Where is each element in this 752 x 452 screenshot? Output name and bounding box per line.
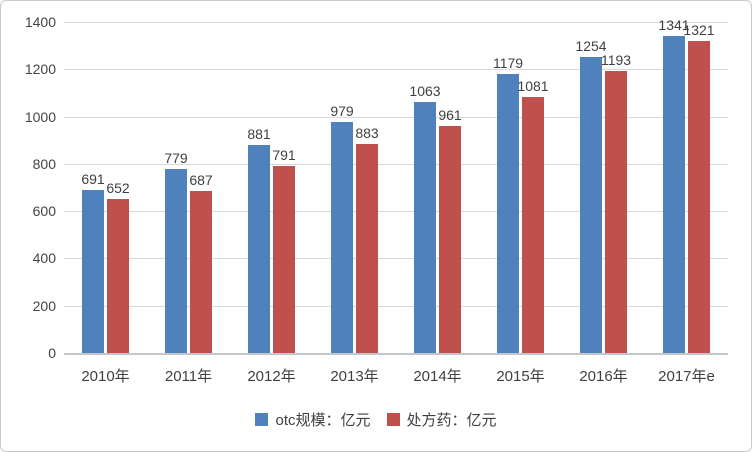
x-tick-label-2016年: 2016年 xyxy=(579,368,628,385)
legend-swatch-icon xyxy=(386,413,400,426)
bar-column: 961 xyxy=(438,106,462,353)
data-label: 961 xyxy=(438,106,462,123)
bar-column: 779 xyxy=(164,149,188,353)
data-label: 1193 xyxy=(600,51,632,68)
y-tick-label-0: 0 xyxy=(48,345,56,361)
bar-otc-2010年 xyxy=(82,189,104,353)
bar-column: 1063 xyxy=(409,83,441,353)
bar-group-2010年: 691 652 xyxy=(64,22,147,353)
legend-entry-rx: 处方药：亿元 xyxy=(386,409,497,430)
data-label: 979 xyxy=(330,102,354,119)
bar-otc-2017年e xyxy=(663,35,685,353)
bar-column: 1321 xyxy=(683,22,715,353)
data-label: 1341 xyxy=(658,16,690,33)
bar-rx-2011年 xyxy=(190,190,212,353)
bar-rx-2016年 xyxy=(605,70,627,353)
legend-label: otc规模：亿元 xyxy=(275,412,371,429)
bar-otc-2011年 xyxy=(165,168,187,353)
y-tick-label-1000: 1000 xyxy=(24,109,56,125)
bar-column: 691 xyxy=(81,170,105,353)
data-label: 1179 xyxy=(492,55,524,72)
gridline-800 xyxy=(64,164,728,165)
gridline-1000 xyxy=(64,117,728,118)
bar-rx-2010年 xyxy=(107,198,129,353)
bar-group-2014年: 1063 961 xyxy=(396,22,479,353)
x-tick-label-2014年: 2014年 xyxy=(413,368,462,385)
bar-rx-2015年 xyxy=(522,97,544,353)
bar-rx-2014年 xyxy=(439,125,461,353)
data-label: 791 xyxy=(272,147,296,163)
legend-entry-otc: otc规模：亿元 xyxy=(255,409,371,430)
y-tick-label-800: 800 xyxy=(32,156,56,172)
bar-group-2017年e: 1341 1321 xyxy=(645,17,728,353)
x-tick-label-2015年: 2015年 xyxy=(496,368,545,385)
bar-otc-2016年 xyxy=(580,56,602,353)
bar-group-2016年: 1254 1193 xyxy=(562,22,645,353)
bar-otc-2014年 xyxy=(414,101,436,353)
bar-otc-2012年 xyxy=(248,144,270,353)
bar-column: 652 xyxy=(106,179,130,353)
data-label: 1081 xyxy=(517,78,549,95)
bar-rx-2012年 xyxy=(273,166,295,353)
bar-column: 1193 xyxy=(601,52,631,353)
legend-label: 处方药：亿元 xyxy=(406,412,497,429)
bar-column: 881 xyxy=(247,125,271,353)
gridline-200 xyxy=(64,306,728,307)
legend-swatch-icon xyxy=(255,413,269,426)
data-label: 779 xyxy=(164,149,188,166)
gridline-600 xyxy=(64,211,728,212)
bar-rx-2017年e xyxy=(688,40,710,353)
bar-column: 1081 xyxy=(517,78,549,353)
legend: otc规模：亿元 处方药：亿元 xyxy=(1,409,751,430)
x-tick-label-2012年: 2012年 xyxy=(247,368,296,385)
x-axis-tick-labels: 2010年 2011年 2012年 2013年 2014年 2015年 2016年 2017年… xyxy=(64,365,728,386)
bar-otc-2015年 xyxy=(497,74,519,353)
data-label: 1321 xyxy=(683,21,715,38)
x-tick-label-2011年: 2011年 xyxy=(164,368,213,385)
data-label: 687 xyxy=(189,171,213,188)
gridline-1200 xyxy=(64,69,728,70)
bar-column: 791 xyxy=(272,147,296,353)
y-tick-label-200: 200 xyxy=(32,298,56,314)
y-tick-label-1400: 1400 xyxy=(24,14,56,30)
data-label: 881 xyxy=(247,125,271,142)
data-label: 652 xyxy=(106,179,130,196)
bar-group-2013年: 979 883 xyxy=(313,22,396,353)
data-label: 883 xyxy=(355,125,379,142)
bar-group-2015年: 1179 1081 xyxy=(479,22,562,353)
bar-column: 1341 xyxy=(658,17,690,353)
y-tick-label-600: 600 xyxy=(32,203,56,219)
y-tick-label-1200: 1200 xyxy=(24,61,56,77)
x-tick-label-2013年: 2013年 xyxy=(330,368,379,385)
gridline-1400 xyxy=(64,22,728,23)
bar-column: 1254 xyxy=(575,38,607,353)
y-tick-label-400: 400 xyxy=(32,250,56,266)
x-tick-label-2010年: 2010年 xyxy=(81,368,130,385)
gridline-400 xyxy=(64,258,728,259)
data-label: 1063 xyxy=(409,82,441,99)
x-tick-label-2017年e: 2017年e xyxy=(658,368,715,385)
bar-group-2012年: 881 791 xyxy=(230,22,313,353)
bar-group-2011年: 779 687 xyxy=(147,22,230,353)
bar-rx-2013年 xyxy=(356,144,378,353)
data-label: 1254 xyxy=(575,37,607,54)
bar-column: 687 xyxy=(189,171,213,353)
bar-column: 1179 xyxy=(493,55,523,353)
data-label: 691 xyxy=(81,170,105,187)
plot-area: 691 652 779 687 881 791 979 883 1063 961 1179 1081 1… xyxy=(64,17,728,355)
bar-otc-2013年 xyxy=(331,121,353,353)
bar-column: 883 xyxy=(355,125,379,353)
bar-column: 979 xyxy=(330,102,354,353)
